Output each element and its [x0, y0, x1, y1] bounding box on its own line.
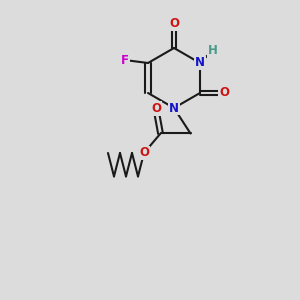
Text: O: O	[139, 146, 149, 160]
Text: O: O	[151, 102, 161, 116]
Text: N: N	[195, 56, 205, 70]
Text: O: O	[169, 17, 179, 31]
Text: F: F	[121, 53, 129, 67]
Text: O: O	[219, 86, 229, 100]
Text: H: H	[208, 44, 218, 57]
Text: N: N	[169, 101, 179, 115]
